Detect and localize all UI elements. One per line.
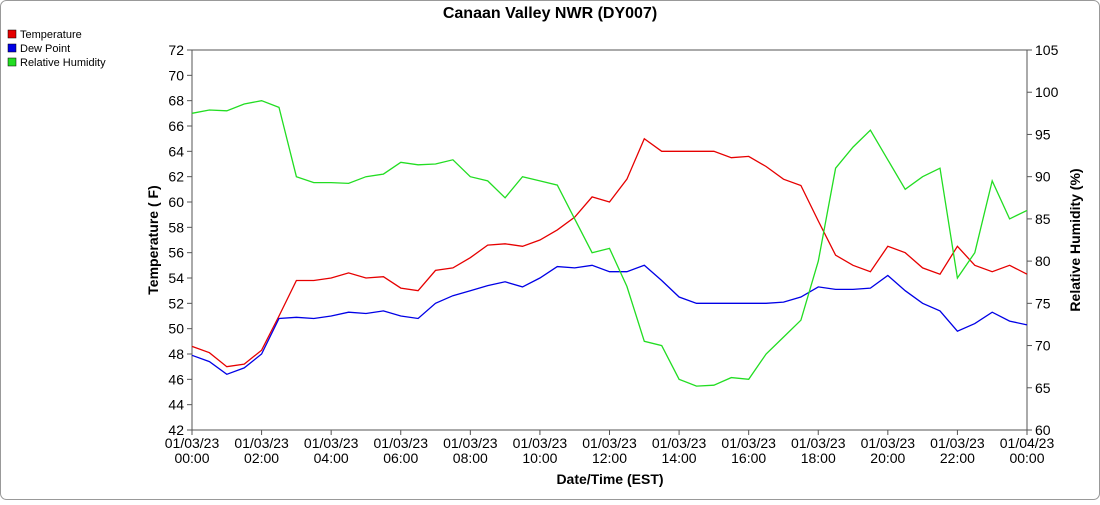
y-tick-label: 70 bbox=[168, 67, 184, 83]
x-axis-title: Date/Time (EST) bbox=[556, 471, 663, 487]
y2-tick-label: 90 bbox=[1035, 169, 1051, 185]
y-tick-label: 54 bbox=[168, 270, 184, 286]
series-line bbox=[191, 137, 1028, 368]
y-tick-label: 62 bbox=[168, 169, 184, 185]
y-tick-label: 50 bbox=[168, 321, 184, 337]
y2-axis-title: Relative Humidity (%) bbox=[1067, 168, 1083, 311]
y-tick-label: 64 bbox=[168, 143, 184, 159]
y-axis-title: Temperature ( F) bbox=[145, 185, 161, 294]
y-tick-label: 58 bbox=[168, 219, 184, 235]
y2-tick-label: 65 bbox=[1035, 380, 1051, 396]
y-tick-label: 52 bbox=[168, 295, 184, 311]
x-tick-label: 01/03/23 22:00 bbox=[930, 435, 985, 466]
x-tick-label: 01/03/23 08:00 bbox=[443, 435, 498, 466]
x-tick-label: 01/03/23 14:00 bbox=[652, 435, 707, 466]
chart-title: Canaan Valley NWR (DY007) bbox=[443, 5, 657, 22]
x-tick-label: 01/03/23 00:00 bbox=[165, 435, 220, 466]
x-tick-label: 01/03/23 04:00 bbox=[304, 435, 359, 466]
y-tick-label: 46 bbox=[168, 371, 184, 387]
y2-tick-label: 60 bbox=[1035, 422, 1051, 438]
y-tick-label: 56 bbox=[168, 245, 184, 261]
x-tick-label: 01/03/23 02:00 bbox=[234, 435, 289, 466]
y2-tick-label: 75 bbox=[1035, 295, 1051, 311]
legend-label: Temperature bbox=[20, 29, 82, 41]
x-tick-label: 01/03/23 12:00 bbox=[582, 435, 637, 466]
x-tick-label: 01/03/23 10:00 bbox=[513, 435, 568, 466]
series-line bbox=[191, 100, 1028, 387]
x-tick-label: 01/03/23 18:00 bbox=[791, 435, 846, 466]
y-tick-label: 72 bbox=[168, 42, 184, 58]
legend-swatch bbox=[7, 29, 17, 39]
legend-label: Dew Point bbox=[20, 43, 70, 55]
y-tick-label: 48 bbox=[168, 346, 184, 362]
y2-tick-label: 100 bbox=[1035, 84, 1059, 100]
y-tick-label: 60 bbox=[168, 194, 184, 210]
x-tick-label: 01/03/23 20:00 bbox=[861, 435, 916, 466]
y-tick-label: 66 bbox=[168, 118, 184, 134]
y2-tick-label: 80 bbox=[1035, 253, 1051, 269]
y2-tick-label: 105 bbox=[1035, 42, 1059, 58]
series-line bbox=[191, 264, 1028, 376]
x-tick-label: 01/03/23 16:00 bbox=[721, 435, 776, 466]
y-tick-label: 44 bbox=[168, 397, 184, 413]
y2-tick-label: 85 bbox=[1035, 211, 1051, 227]
legend-swatch bbox=[7, 57, 17, 67]
x-tick-label: 01/04/23 00:00 bbox=[1000, 435, 1055, 466]
y-tick-label: 42 bbox=[168, 422, 184, 438]
y2-tick-label: 95 bbox=[1035, 126, 1051, 142]
x-tick-label: 01/03/23 06:00 bbox=[374, 435, 429, 466]
y2-tick-label: 70 bbox=[1035, 338, 1051, 354]
legend-label: Relative Humidity bbox=[20, 57, 106, 69]
y-tick-label: 68 bbox=[168, 93, 184, 109]
legend-swatch bbox=[7, 43, 17, 53]
